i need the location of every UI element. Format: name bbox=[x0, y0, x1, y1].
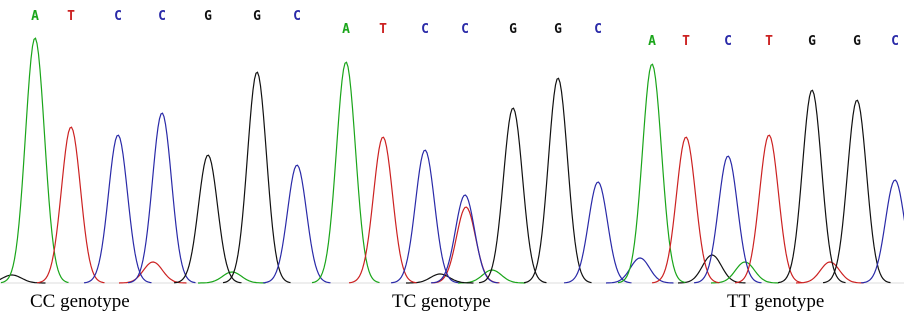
base-call: C bbox=[114, 9, 122, 24]
base-call: C bbox=[891, 34, 899, 49]
base-call: C bbox=[158, 9, 166, 24]
base-call: T bbox=[682, 34, 690, 49]
base-call: G bbox=[554, 22, 562, 37]
base-call: G bbox=[204, 9, 212, 24]
base-call: C bbox=[421, 22, 429, 37]
base-call: C bbox=[293, 9, 301, 24]
base-call: A bbox=[342, 22, 350, 37]
base-call: G bbox=[509, 22, 517, 37]
base-call: G bbox=[853, 34, 861, 49]
base-call: A bbox=[648, 34, 656, 49]
base-call: A bbox=[31, 9, 39, 24]
base-call: C bbox=[724, 34, 732, 49]
base-call: T bbox=[765, 34, 773, 49]
chromatogram-figure: A T C C G G C CC genotype A T C C G G C TC genotype A T C T… bbox=[0, 0, 904, 312]
genotype-label: TC genotype bbox=[392, 291, 491, 312]
base-call: C bbox=[594, 22, 602, 37]
genotype-label: CC genotype bbox=[30, 291, 130, 312]
base-call: T bbox=[379, 22, 387, 37]
base-call: T bbox=[67, 9, 75, 24]
base-call: G bbox=[253, 9, 261, 24]
base-call: C bbox=[461, 22, 469, 37]
genotype-label: TT genotype bbox=[727, 291, 824, 312]
base-call: G bbox=[808, 34, 816, 49]
